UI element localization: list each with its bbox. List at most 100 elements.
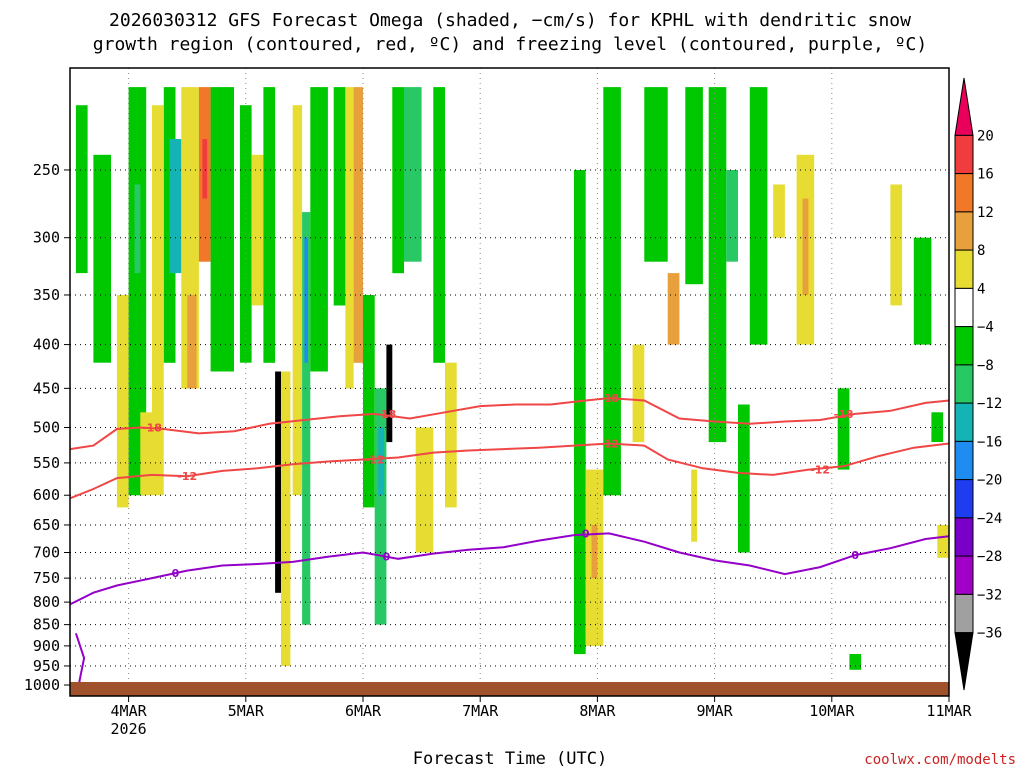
omega-cell-44 xyxy=(708,87,727,443)
omega-cell-35 xyxy=(574,170,586,655)
omega-cell-54 xyxy=(913,237,932,345)
colorbar-label-12: −32 xyxy=(977,587,1002,603)
colorbar-swatch-6 xyxy=(954,326,974,366)
omega-cell-26 xyxy=(363,295,375,508)
colorbar-swatch-4 xyxy=(954,249,974,289)
omega-cell-42 xyxy=(685,87,703,285)
omega-cell-45 xyxy=(726,170,738,262)
colorbar-label-5: −4 xyxy=(977,320,994,336)
omega-cell-2 xyxy=(116,295,129,508)
chart-title-line-1: 2026030312 GFS Forecast Omega (shaded, −… xyxy=(109,10,911,31)
chart-title-line-2: growth region (contoured, red, ºC) and f… xyxy=(93,34,927,55)
omega-cell-28 xyxy=(378,427,385,496)
plot-frame xyxy=(69,67,950,697)
contour-layer: -18 -18 -18 -18 -12 -12 -12 -12 0 0 0 0 xyxy=(69,392,950,691)
colorbar-label-9: −20 xyxy=(977,473,1002,489)
omega-cell-52 xyxy=(849,654,862,670)
colorbar-label-8: −16 xyxy=(977,434,1002,450)
omega-cell-12 xyxy=(202,139,208,199)
omega-cell-31 xyxy=(404,87,422,262)
colorbar-label-7: −12 xyxy=(977,396,1002,412)
y-tick-label-400: 400 xyxy=(33,336,60,354)
colorbar-swatch-10 xyxy=(954,479,974,519)
omega-cell-17 xyxy=(275,371,281,593)
contour-label-minus12-3: -12 xyxy=(810,464,830,477)
omega-cell-22 xyxy=(310,87,328,372)
contour-label-freezing-2: 0 xyxy=(582,527,590,540)
x-tick-label-10MAR: 10MAR xyxy=(809,702,855,720)
contour-freezing xyxy=(69,532,950,606)
omega-cell-43 xyxy=(691,469,698,542)
credit-text[interactable]: coolwx.com/modelts xyxy=(864,752,1016,768)
colorbar-label-1: 16 xyxy=(977,167,994,183)
colorbar-label-6: −8 xyxy=(977,358,994,374)
omega-cell-1 xyxy=(93,154,111,363)
x-tick-label-9MAR: 9MAR xyxy=(697,702,734,720)
contour-label-minus18-1: -18 xyxy=(376,408,396,421)
y-tick-label-700: 700 xyxy=(33,544,60,562)
omega-cell-8 xyxy=(169,139,182,274)
y-tick-label-600: 600 xyxy=(33,486,60,504)
y-tick-label-500: 500 xyxy=(33,418,60,436)
terrain-surface xyxy=(70,682,949,696)
omega-cell-40 xyxy=(644,87,668,262)
colorbar-swatch-2 xyxy=(954,173,974,213)
contour-label-freezing-1: 0 xyxy=(383,551,391,564)
colorbar-top-arrow xyxy=(954,77,974,136)
x-tick-sublabel-4MAR: 2026 xyxy=(111,720,147,738)
x-tick-label-8MAR: 8MAR xyxy=(579,702,616,720)
omega-cell-21 xyxy=(304,237,308,363)
contour-label-minus18-3: -18 xyxy=(834,408,854,421)
omega-cell-24 xyxy=(345,87,354,389)
x-tick-label-5MAR: 5MAR xyxy=(228,702,265,720)
plot-area: -18 -18 -18 -18 -12 -12 -12 -12 0 0 0 0 xyxy=(69,67,950,697)
colorbar-swatch-13 xyxy=(954,593,974,634)
contour-label-minus18-2: -18 xyxy=(599,392,619,405)
colorbar-swatch-11 xyxy=(954,517,974,557)
omega-cell-32 xyxy=(415,427,434,553)
omega-cell-20 xyxy=(302,212,311,625)
omega-cell-13 xyxy=(210,87,234,372)
omega-cell-37 xyxy=(591,525,598,579)
omega-cell-23 xyxy=(333,87,346,306)
x-axis-label: Forecast Time (UTC) xyxy=(413,749,607,768)
y-tick-label-450: 450 xyxy=(33,379,60,397)
omega-cell-39 xyxy=(632,344,645,443)
contour-minus18 xyxy=(69,397,950,451)
colorbar-label-3: 8 xyxy=(977,243,985,259)
y-tick-label-900: 900 xyxy=(33,637,60,655)
contour-label-minus12-2: -12 xyxy=(599,438,619,451)
omega-cell-16 xyxy=(263,87,276,363)
y-tick-label-850: 850 xyxy=(33,616,60,634)
contour-label-minus12-1: -12 xyxy=(365,454,385,467)
omega-cell-3 xyxy=(128,87,147,496)
colorbar-swatch-7 xyxy=(954,364,974,404)
colorbar: 20 16 12 8 4 −4 −8 −12 −16 −20 −24 −28 −32 −36 xyxy=(954,77,1002,691)
omega-cell-56 xyxy=(937,525,949,558)
y-tick-label-550: 550 xyxy=(33,454,60,472)
omega-cell-4 xyxy=(134,184,141,274)
colorbar-swatch-9 xyxy=(954,440,974,481)
omega-cell-55 xyxy=(931,412,944,442)
colorbar-label-11: −28 xyxy=(977,549,1002,565)
colorbar-label-2: 12 xyxy=(977,205,994,221)
omega-cell-10 xyxy=(187,295,197,389)
omega-cell-27 xyxy=(374,388,387,625)
y-tick-label-300: 300 xyxy=(33,229,60,247)
omega-cell-48 xyxy=(773,184,785,238)
omega-cell-18 xyxy=(281,371,291,666)
y-tick-label-250: 250 xyxy=(33,161,60,179)
colorbar-label-10: −24 xyxy=(977,511,1002,527)
x-tick-label-4MAR: 4MAR xyxy=(111,702,148,720)
colorbar-swatch-12 xyxy=(954,555,974,595)
x-tick-label-7MAR: 7MAR xyxy=(462,702,499,720)
omega-cell-19 xyxy=(292,105,303,496)
contour-minus12 xyxy=(69,442,950,500)
y-axis: 250 300 350 400 450 500 550 600 650 700 750 800 850 9… xyxy=(24,161,70,694)
colorbar-swatch-8 xyxy=(954,402,974,442)
omega-cell-50 xyxy=(802,198,809,295)
omega-cell-5 xyxy=(140,412,152,496)
x-tick-label-11MAR: 11MAR xyxy=(926,702,972,720)
